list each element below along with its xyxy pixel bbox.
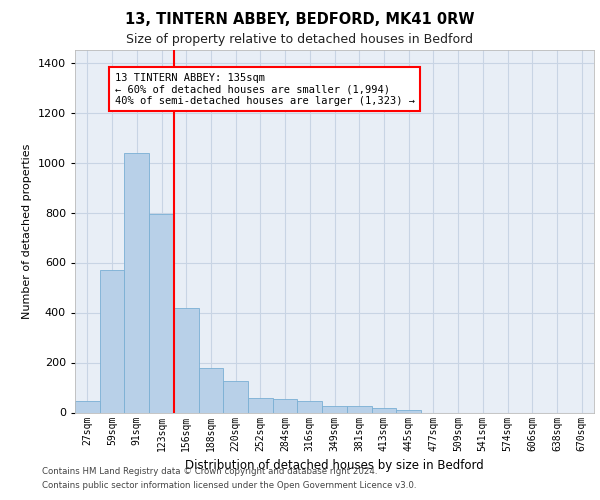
Bar xyxy=(100,270,124,412)
Text: 13 TINTERN ABBEY: 135sqm
← 60% of detached houses are smaller (1,994)
40% of sem: 13 TINTERN ABBEY: 135sqm ← 60% of detach… xyxy=(115,72,415,106)
Bar xyxy=(124,152,149,412)
Bar xyxy=(298,401,322,412)
Text: Size of property relative to detached houses in Bedford: Size of property relative to detached ho… xyxy=(127,32,473,46)
Bar xyxy=(273,399,298,412)
Bar xyxy=(174,308,199,412)
Bar xyxy=(322,406,347,412)
Bar xyxy=(347,406,371,412)
Bar xyxy=(396,410,421,412)
Bar xyxy=(223,380,248,412)
Y-axis label: Number of detached properties: Number of detached properties xyxy=(22,144,32,319)
Text: Contains public sector information licensed under the Open Government Licence v3: Contains public sector information licen… xyxy=(42,481,416,490)
X-axis label: Distribution of detached houses by size in Bedford: Distribution of detached houses by size … xyxy=(185,459,484,472)
Bar xyxy=(371,408,396,412)
Bar xyxy=(75,401,100,412)
Text: Contains HM Land Registry data © Crown copyright and database right 2024.: Contains HM Land Registry data © Crown c… xyxy=(42,467,377,476)
Bar xyxy=(248,398,273,412)
Text: 13, TINTERN ABBEY, BEDFORD, MK41 0RW: 13, TINTERN ABBEY, BEDFORD, MK41 0RW xyxy=(125,12,475,28)
Bar xyxy=(149,214,174,412)
Bar xyxy=(199,368,223,412)
